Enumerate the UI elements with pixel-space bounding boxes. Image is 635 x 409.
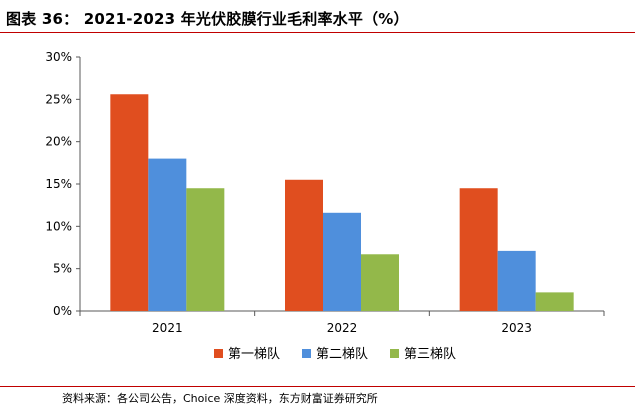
legend-label-2: 第二梯队 [316,347,368,362]
y-tick-label: 10% [45,219,72,233]
source-note: 资料来源：各公司公告，Choice 深度资料，东方财富证券研究所 [62,392,378,405]
bar-2021-series-3 [186,188,225,311]
y-tick-label: 5% [53,262,72,276]
page-title: 图表 36： 2021-2023 年光伏胶膜行业毛利率水平（%） [6,10,409,28]
y-tick-label: 25% [45,92,72,106]
y-tick-label: 0% [53,304,72,318]
x-tick-label: 2022 [327,321,358,335]
bar-2022-series-2 [323,212,361,311]
legend-swatch-3 [390,349,399,358]
source-rule [0,386,635,387]
legend-label-3: 第三梯队 [404,347,456,362]
y-tick-label: 20% [45,135,72,149]
legend-swatch-2 [302,349,311,358]
legend-swatch-1 [214,349,223,358]
y-tick-label: 30% [45,50,72,64]
bar-2022-series-3 [361,254,399,311]
bar-2021-series-1 [110,94,149,312]
bar-2023-series-1 [459,188,498,311]
x-tick-label: 2023 [501,321,532,335]
x-tick-label: 2021 [152,321,183,335]
y-tick-label: 15% [45,177,72,191]
title-rule [0,32,635,33]
legend-label-1: 第一梯队 [228,347,280,362]
bar-2022-series-1 [285,179,323,311]
bar-2023-series-2 [497,250,536,311]
bar-2023-series-3 [535,292,574,311]
bar-2021-series-2 [148,158,187,311]
